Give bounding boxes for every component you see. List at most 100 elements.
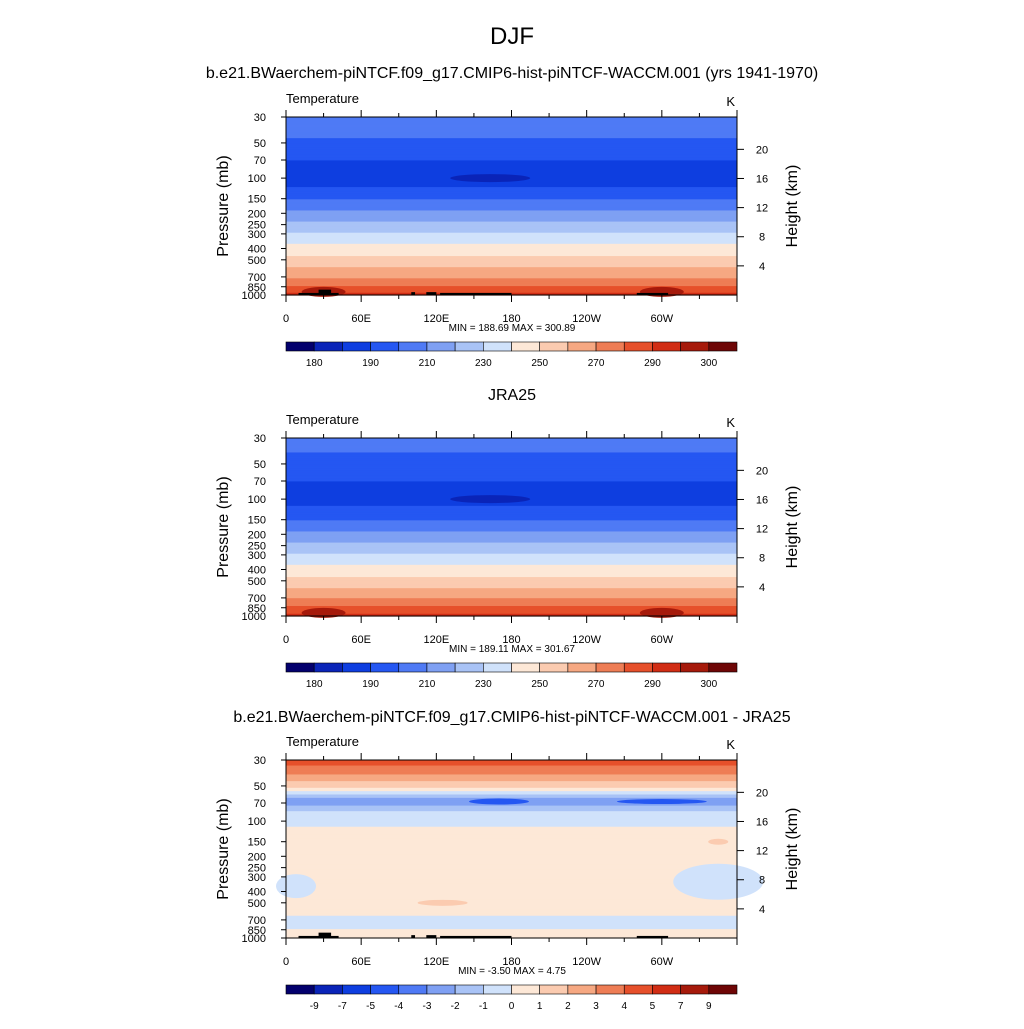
y-tick-label: 50 — [254, 138, 266, 150]
y-tick-label: 1000 — [242, 933, 266, 945]
figure: DJF b.e21.BWaerchem-piNTCF.f09_g17.CMIP6… — [0, 0, 1024, 1024]
colorbar-label: 300 — [700, 679, 717, 690]
cold-anomaly — [617, 799, 707, 804]
colorbar-label: 290 — [644, 358, 661, 369]
x-tick-label: 0 — [283, 313, 289, 325]
colorbar-swatch — [568, 663, 596, 672]
colorbar-label: 290 — [644, 679, 661, 690]
x-tick-label: 120E — [423, 634, 449, 646]
y-tick-label: 400 — [248, 243, 266, 255]
colorbar-swatch — [709, 985, 737, 994]
colorbar-label: 0 — [509, 1001, 515, 1012]
y-axis: 3050701001502002503004005007008501000Pre… — [215, 112, 286, 302]
y-tick-label: 500 — [248, 255, 266, 267]
height-tick-label: 4 — [759, 904, 765, 916]
contour-field — [286, 438, 737, 618]
panel-model: b.e21.BWaerchem-piNTCF.f09_g17.CMIP6-his… — [206, 65, 818, 369]
colorbar-swatch — [652, 342, 680, 351]
warm-anomaly — [418, 900, 468, 906]
x-tick-label: 0 — [283, 956, 289, 968]
height-tick-label: 12 — [756, 203, 768, 215]
colorbar-swatch — [512, 342, 540, 351]
colorbar-swatch — [540, 985, 568, 994]
cold-anomaly — [469, 799, 529, 805]
colorbar-label: 270 — [588, 679, 605, 690]
colorbar-swatch — [709, 342, 737, 351]
panel-title: b.e21.BWaerchem-piNTCF.f09_g17.CMIP6-his… — [206, 65, 818, 82]
colorbar-swatch — [314, 342, 342, 351]
height-axis: 20 16 12 8 4 Height (km) — [737, 144, 801, 273]
cool-anomaly — [276, 874, 316, 898]
colorbar-swatch — [540, 342, 568, 351]
y-tick-label: 200 — [248, 208, 266, 220]
y-tick-label: 150 — [248, 194, 266, 206]
min-max-stats: MIN = 188.69 MAX = 300.89 — [449, 323, 576, 334]
colorbar-swatch — [596, 663, 624, 672]
height-tick-label: 8 — [759, 875, 765, 887]
panel-title: JRA25 — [488, 387, 536, 404]
colorbar-swatch — [427, 663, 455, 672]
x-tick-label: 0 — [283, 634, 289, 646]
colorbar-label: 230 — [475, 358, 492, 369]
colorbar-swatch — [427, 985, 455, 994]
x-tick-label: 60E — [351, 956, 371, 968]
height-axis: 20 16 12 8 4 Height (km) — [737, 787, 801, 916]
colorbar-label: 1 — [537, 1001, 543, 1012]
y-tick-label: 150 — [248, 515, 266, 527]
panel-units: K — [726, 737, 735, 752]
colorbar-swatch — [596, 342, 624, 351]
colorbar-swatch — [399, 985, 427, 994]
height-tick-label: 4 — [759, 261, 765, 273]
colorbar-swatch — [709, 663, 737, 672]
colorbar-label: 180 — [306, 358, 323, 369]
x-tick-label: 60E — [351, 313, 371, 325]
colorbar: 180 190 210 230 250 270 290 300 — [286, 342, 737, 369]
colorbar-swatch — [342, 663, 370, 672]
colorbar-swatch — [512, 663, 540, 672]
height-axis-label: Height (km) — [784, 808, 801, 891]
contour-field — [276, 760, 763, 939]
colorbar-swatch — [681, 342, 709, 351]
y-tick-label: 400 — [248, 886, 266, 898]
y-tick-label: 500 — [248, 576, 266, 588]
colorbar-swatch — [483, 663, 511, 672]
panel-left-label: Temperature — [286, 734, 359, 749]
x-tick-label: 120W — [572, 956, 601, 968]
height-axis: 20 16 12 8 4 Height (km) — [737, 465, 801, 594]
panel-left-label: Temperature — [286, 412, 359, 427]
contour-field — [286, 117, 737, 297]
colorbar-swatch — [286, 985, 314, 994]
height-axis-label: Height (km) — [784, 165, 801, 248]
colorbar-swatch — [624, 985, 652, 994]
height-tick-label: 8 — [759, 232, 765, 244]
height-tick-label: 8 — [759, 553, 765, 565]
height-tick-label: 16 — [756, 173, 768, 185]
height-tick-label: 20 — [756, 787, 768, 799]
figure-title: DJF — [490, 23, 534, 50]
colorbar-swatch — [624, 663, 652, 672]
y-tick-label: 200 — [248, 851, 266, 863]
y-tick-label: 30 — [254, 112, 266, 124]
y-tick-label: 50 — [254, 459, 266, 471]
colorbar-swatch — [596, 985, 624, 994]
colorbar-swatch — [399, 663, 427, 672]
colorbar-swatch — [568, 342, 596, 351]
y-tick-label: 1000 — [242, 611, 266, 623]
colorbar: -9 -7 -5 -4 -3 -2 -1 0 1 2 3 4 5 7 9 — [286, 985, 737, 1012]
height-tick-label: 12 — [756, 524, 768, 536]
height-tick-label: 12 — [756, 846, 768, 858]
colorbar-swatch — [286, 663, 314, 672]
colorbar-swatch — [342, 342, 370, 351]
colorbar-swatch — [512, 985, 540, 994]
y-tick-label: 300 — [248, 872, 266, 884]
y-tick-label: 30 — [254, 755, 266, 767]
colorbar-swatch — [681, 663, 709, 672]
colorbar-label: 7 — [678, 1001, 684, 1012]
cool-anomaly — [673, 864, 763, 900]
colorbar-swatch — [681, 985, 709, 994]
y-tick-label: 400 — [248, 564, 266, 576]
y-tick-label: 100 — [248, 173, 266, 185]
colorbar-label: 270 — [588, 358, 605, 369]
y-tick-label: 70 — [254, 155, 266, 167]
y-tick-label: 300 — [248, 229, 266, 241]
